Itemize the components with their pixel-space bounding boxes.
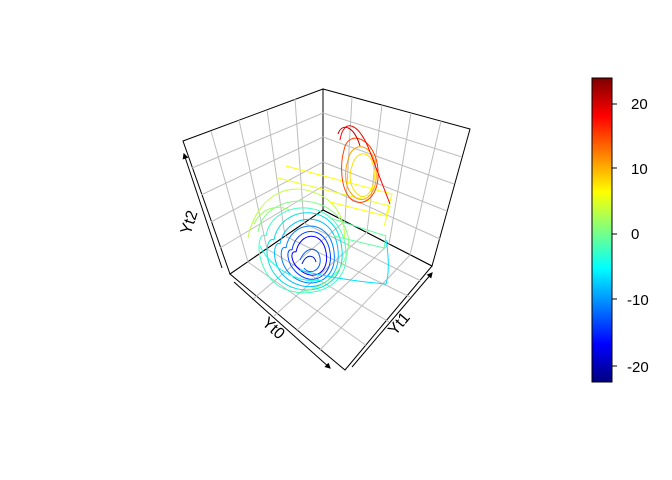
colorbar-tick-label: 10 — [631, 161, 648, 178]
right-back-panel — [323, 89, 470, 266]
axis-label-y: Yt1 — [385, 309, 414, 338]
grid-lines — [192, 97, 462, 350]
back-panels — [183, 89, 470, 370]
colorbar-tick-label: 20 — [631, 96, 648, 113]
colorbar-gradient — [592, 78, 612, 382]
left-back-panel — [183, 89, 323, 274]
series-line — [350, 154, 374, 197]
colorbar: 20 10 0 -10 -20 — [592, 78, 649, 382]
series-line — [302, 256, 316, 264]
series-line — [300, 249, 320, 271]
axis-label-z: Yt2 — [178, 208, 202, 236]
series-line — [340, 126, 390, 204]
colorbar-tick-label: -10 — [627, 292, 649, 309]
floor-panel — [230, 210, 432, 370]
colorbar-ticks — [612, 104, 617, 366]
colorbar-tick-label: -20 — [627, 359, 649, 376]
series-line — [342, 138, 379, 202]
trajectory — [248, 126, 392, 293]
colorbar-tick-label: 0 — [631, 226, 639, 243]
